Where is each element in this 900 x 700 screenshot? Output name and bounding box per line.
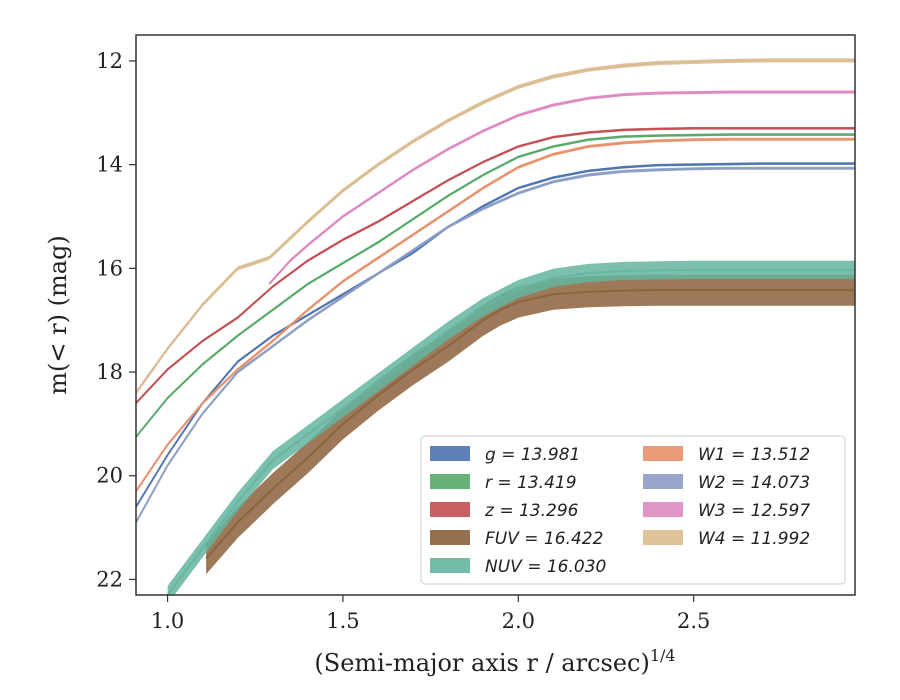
series-line-w2-14-073 [136,167,855,523]
legend-swatch-g-13-981 [430,446,470,461]
x-axis: 1.0 1.5 2.0 2.5 [151,595,710,633]
legend-swatch-r-13-419 [430,474,470,489]
x-axis-title: (Semi-major axis r / arcsec)1/4 [314,646,675,677]
y-tick-label: 18 [96,360,123,384]
plot-area-frame [135,34,856,596]
legend-label-w1-13-512: W1 = 13.512 [698,445,810,465]
legend-swatch-fuv-16-422 [430,530,470,545]
legend-label-r-13-419: r = 13.419 [485,473,577,493]
series-line-g-13-981 [136,162,855,508]
y-axis-title: m(< r) (mag) [44,235,72,394]
y-tick-label: 16 [96,256,123,280]
series-line-nuv-16-030 [166,268,855,595]
legend-label-z-13-296: z = 13.296 [484,501,579,521]
legend-label-nuv-16-030: NUV = 16.030 [485,557,606,577]
series-line-w4-11-992 [136,59,855,394]
legend-swatch-nuv-16-030 [430,558,470,573]
legend-box [420,435,846,585]
series-line-w1-13-512 [136,138,855,492]
x-tick-label: 2.5 [677,609,710,633]
y-axis: 12 14 16 18 20 22 [96,49,136,591]
y-tick-label: 22 [96,567,123,591]
series-band-w4-11-992 [136,58,855,395]
series-line-fuv-16-422 [205,289,855,560]
legend-label-g-13-981: g = 13.981 [485,445,580,465]
x-tick-label: 1.0 [151,609,184,633]
series-line-z-13-296 [136,127,855,404]
legend-label-w3-12-597: W3 = 12.597 [698,501,810,521]
series-band-w3-12-597 [269,90,855,286]
series-line-r-13-419 [136,133,855,438]
legend-label-fuv-16-422: FUV = 16.422 [485,529,603,549]
series-line-w3-12-597 [268,91,855,285]
x-tick-label: 1.5 [326,609,359,633]
legend-swatch-w4-11-992 [643,530,683,545]
legend-label-w4-11-992: W4 = 11.992 [698,529,810,549]
series-layer [136,58,855,595]
legend-label-w2-14-073: W2 = 14.073 [698,473,810,493]
series-band-fuv-16-422 [206,274,855,575]
legend-swatch-w3-12-597 [643,502,683,517]
y-tick-label: 14 [96,153,123,177]
y-tick-label: 12 [96,49,123,73]
legend: g = 13.981 r = 13.419 z = 13.296 FUV = 16.4… [420,435,846,585]
legend-swatch-w1-13-512 [643,446,683,461]
y-tick-label: 20 [96,464,123,488]
legend-swatch-w2-14-073 [643,474,683,489]
series-band-nuv-16-030 [167,260,855,595]
legend-swatch-z-13-296 [430,502,470,517]
x-tick-label: 2.0 [502,609,535,633]
